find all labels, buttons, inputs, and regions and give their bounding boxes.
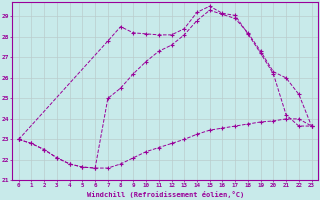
X-axis label: Windchill (Refroidissement éolien,°C): Windchill (Refroidissement éolien,°C) xyxy=(86,191,244,198)
